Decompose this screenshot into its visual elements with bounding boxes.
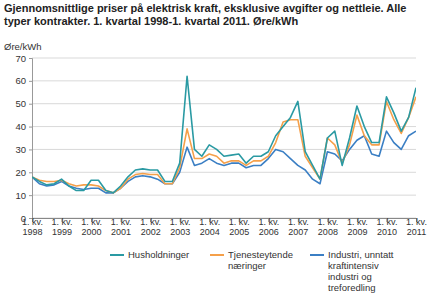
x-tick-label: 1. kv.2009	[347, 217, 368, 237]
y-tick-label: 10	[15, 190, 26, 201]
y-tick-mark	[29, 58, 32, 59]
y-tick: 50	[15, 98, 32, 109]
x-tick-label: 1. kv.2002	[140, 217, 161, 237]
y-tick-mark	[29, 195, 32, 196]
y-tick-mark	[29, 104, 32, 105]
y-tick-label: 30	[15, 144, 26, 155]
legend-item: Industri, unntattkraftintensivindustri o…	[310, 249, 394, 293]
y-axis-line	[29, 59, 33, 219]
x-tick-label: 1. kv.2008	[317, 217, 338, 237]
series-line	[32, 76, 416, 193]
legend: Husholdninger Tjenesteytendenæringer Indus…	[110, 249, 394, 293]
legend-item: Husholdninger	[110, 249, 189, 260]
grid-line	[32, 149, 416, 150]
legend-swatch	[210, 254, 224, 256]
grid-line	[32, 195, 416, 196]
legend-swatch	[110, 254, 124, 256]
x-tick-label: 1. kv.2001	[111, 217, 132, 237]
x-tick: 1. kv.2004	[199, 217, 220, 237]
x-axis: 1. kv.1998 1. kv.1999 1. kv.2000 1. kv.2001…	[22, 217, 427, 237]
x-tick: 1. kv.1998	[22, 217, 43, 237]
y-axis-label: Øre/kWh	[4, 41, 41, 52]
x-tick-label: 1. kv.2011	[406, 217, 427, 237]
y-tick-label: 40	[15, 121, 26, 132]
grid-line	[32, 126, 416, 127]
x-tick-label: 1. kv.1999	[52, 217, 73, 237]
x-tick: 1. kv.2011	[406, 217, 427, 237]
x-tick-label: 1. kv.2000	[81, 217, 102, 237]
x-tick: 1. kv.2010	[377, 217, 398, 237]
x-tick: 1. kv.2008	[317, 217, 338, 237]
y-tick-label: 60	[15, 75, 26, 86]
y-tick-label: 20	[15, 167, 26, 178]
x-tick: 1. kv.2007	[288, 217, 309, 237]
grid-line	[32, 103, 416, 104]
chart: Gjennomsnittlige priser på elektrisk kra…	[0, 0, 428, 298]
grid	[32, 58, 416, 218]
x-tick-label: 1. kv.2005	[229, 217, 250, 237]
y-tick-label: 50	[15, 98, 26, 109]
y-tick: 10	[15, 190, 32, 201]
legend-swatch	[310, 254, 324, 256]
x-tick: 1. kv.2006	[258, 217, 279, 237]
y-tick-mark	[29, 127, 32, 128]
y-tick-mark	[29, 172, 32, 173]
x-tick: 1. kv.2002	[140, 217, 161, 237]
x-tick: 1. kv.1999	[52, 217, 73, 237]
x-tick: 1. kv.2009	[347, 217, 368, 237]
y-tick: 40	[15, 121, 32, 132]
y-tick-label: 70	[15, 53, 26, 64]
y-tick: 70	[15, 53, 32, 64]
y-tick: 30	[15, 144, 32, 155]
x-tick-label: 1. kv.2003	[170, 217, 191, 237]
legend-label: Husholdninger	[128, 249, 189, 260]
legend-label: Industri, unntattkraftintensivindustri o…	[328, 249, 394, 293]
x-tick-label: 1. kv.2010	[377, 217, 398, 237]
grid-line	[32, 172, 416, 173]
grid-line	[32, 80, 416, 81]
y-tick-mark	[29, 149, 32, 150]
y-tick-mark	[29, 81, 32, 82]
plot: 0102030405060701. kv.19981. kv.19991. kv…	[15, 53, 427, 237]
x-tick-label: 1. kv.2006	[258, 217, 279, 237]
y-tick: 20	[15, 167, 32, 178]
x-tick: 1. kv.2001	[111, 217, 132, 237]
grid-line	[32, 58, 416, 59]
x-tick-label: 1. kv.2007	[288, 217, 309, 237]
x-tick: 1. kv.2005	[229, 217, 250, 237]
x-tick-label: 1. kv.1998	[22, 217, 43, 237]
legend-item: Tjenesteytendenæringer	[210, 249, 293, 271]
y-tick: 60	[15, 75, 32, 86]
x-tick: 1. kv.2003	[170, 217, 191, 237]
lines	[32, 76, 416, 193]
x-tick-label: 1. kv.2004	[199, 217, 220, 237]
y-axis: 010203040506070	[15, 53, 32, 224]
legend-label: Tjenesteytendenæringer	[228, 249, 293, 271]
x-tick: 1. kv.2000	[81, 217, 102, 237]
title: Gjennomsnittlige priser på elektrisk kra…	[4, 2, 406, 27]
